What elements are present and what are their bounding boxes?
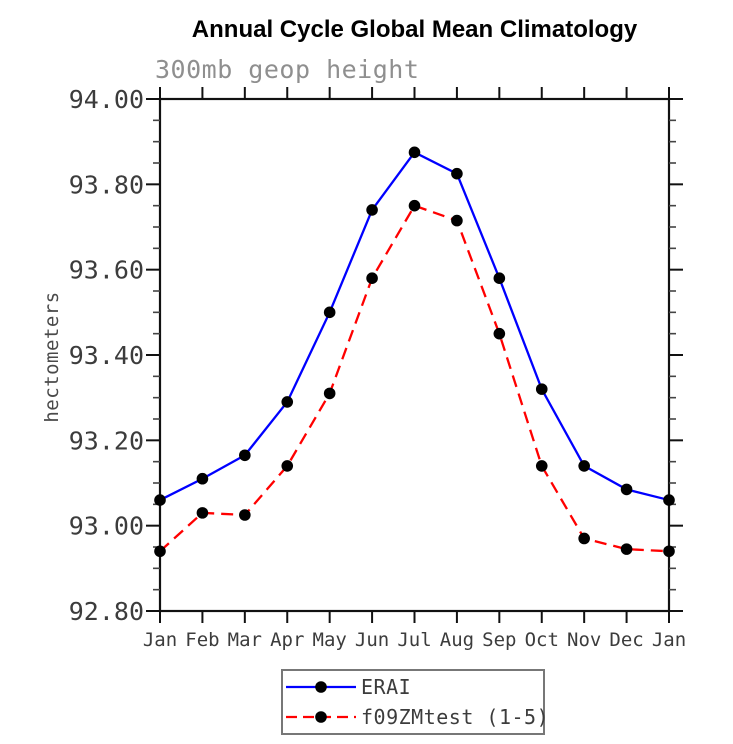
legend-line-sample-solid	[286, 680, 356, 693]
x-tick-label: Aug	[440, 629, 474, 651]
y-tick-label: 93.20	[69, 426, 144, 455]
data-marker-1	[620, 543, 633, 555]
chart-title: Annual Cycle Global Mean Climatology	[191, 16, 638, 43]
x-tick-label: Sep	[482, 629, 516, 651]
data-marker-0	[620, 483, 633, 496]
chart-subtitle: 300mb geop height	[155, 55, 420, 84]
legend-label: f09ZMtest (1-5)	[361, 705, 550, 730]
legend-box: ERAI f09ZMtest (1-5)	[281, 669, 549, 735]
x-tick-label: Nov	[567, 629, 601, 651]
x-tick-label: Jan	[143, 629, 177, 651]
data-marker-0	[663, 494, 675, 506]
x-tick-label: Oct	[525, 629, 559, 651]
data-marker-0	[281, 396, 294, 408]
data-marker-1	[196, 507, 209, 519]
data-marker-1	[281, 460, 294, 472]
y-tick-label: 94.00	[69, 85, 144, 114]
data-marker-0	[323, 306, 336, 319]
x-tick-label: Feb	[185, 629, 219, 651]
data-marker-1	[578, 532, 590, 545]
legend-label: ERAI	[361, 674, 412, 699]
data-marker-1	[154, 545, 166, 558]
data-marker-0	[451, 167, 463, 180]
x-tick-label: Jul	[397, 629, 431, 651]
data-marker-0	[578, 460, 590, 472]
y-tick-label: 93.60	[69, 256, 144, 285]
data-marker-0	[493, 272, 506, 285]
data-marker-1	[239, 509, 251, 521]
x-tick-label: Jun	[355, 629, 389, 651]
data-marker-1	[663, 545, 675, 558]
data-marker-0	[535, 383, 548, 395]
data-marker-0	[154, 494, 166, 506]
data-marker-0	[366, 204, 378, 216]
y-tick-label: 93.80	[69, 170, 144, 199]
data-marker-1	[493, 327, 506, 340]
y-tick-label: 93.00	[69, 512, 144, 541]
y-tick-label: 93.40	[69, 341, 144, 370]
data-marker-1	[535, 460, 548, 472]
legend-line-sample-dashed	[286, 711, 356, 724]
axis-frame	[158, 97, 671, 613]
data-marker-1	[366, 272, 378, 285]
x-tick-label: Jan	[652, 629, 686, 651]
data-marker-1	[451, 214, 463, 227]
data-marker-0	[408, 146, 421, 159]
legend-entry-f09zmtest: f09ZMtest (1-5)	[283, 702, 549, 732]
x-tick-label: May	[313, 629, 347, 651]
x-tick-label: Apr	[270, 629, 304, 651]
legend-entry-erai: ERAI	[283, 672, 543, 702]
y-tick-label: 92.80	[69, 597, 144, 626]
x-tick-label: Dec	[609, 629, 643, 651]
data-marker-1	[408, 199, 421, 212]
x-tick-label: Mar	[228, 629, 262, 651]
data-marker-0	[239, 449, 251, 462]
data-marker-1	[323, 387, 336, 400]
series-line-1	[159, 204, 670, 553]
data-marker-0	[196, 472, 209, 485]
